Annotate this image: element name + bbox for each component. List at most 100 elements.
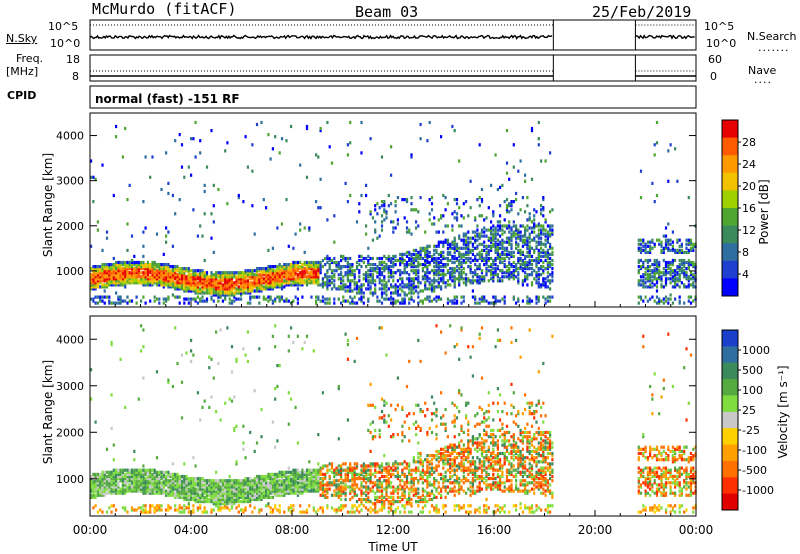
heatmap-cell [174, 295, 177, 299]
heatmap-cell [653, 269, 656, 273]
heatmap-cell [162, 479, 165, 483]
heatmap-cell [465, 260, 468, 265]
heatmap-cell [265, 481, 268, 485]
heatmap-cell [380, 293, 384, 297]
heatmap-cell [689, 260, 693, 265]
heatmap-cell [185, 289, 188, 293]
heatmap-cell [103, 491, 106, 495]
heatmap-cell [424, 252, 427, 256]
heatmap-cell [526, 267, 529, 271]
heatmap-cell [190, 497, 193, 502]
heatmap-cell [346, 275, 349, 279]
heatmap-cell [521, 281, 524, 285]
heatmap-cell [342, 287, 345, 291]
heatmap-cell [390, 283, 393, 287]
heatmap-cell [510, 275, 513, 279]
heatmap-cell [528, 246, 531, 250]
heatmap-cell [335, 287, 338, 291]
heatmap-cell [103, 301, 106, 305]
heatmap-cell [115, 485, 118, 489]
heatmap-cell [346, 153, 349, 157]
heatmap-cell [467, 250, 470, 254]
heatmap-cell [440, 265, 443, 269]
heatmap-cell [228, 481, 231, 485]
heatmap-cell [267, 133, 270, 137]
heatmap-cell [199, 281, 202, 285]
heatmap-cell [287, 281, 290, 285]
heatmap-cell [399, 293, 402, 297]
heatmap-cell [260, 407, 263, 412]
heatmap-cell [230, 370, 234, 374]
heatmap-cell [342, 299, 345, 303]
heatmap-cell [262, 491, 265, 495]
heatmap-cell [337, 464, 340, 468]
heatmap-cell [451, 246, 454, 250]
heatmap-cell [355, 283, 359, 287]
heatmap-cell [162, 470, 165, 474]
heatmap-cell [210, 277, 213, 281]
heatmap-cell [160, 277, 163, 281]
heatmap-cell [337, 506, 340, 510]
heatmap-cell [662, 271, 665, 275]
heatmap-cell [194, 273, 197, 277]
heatmap-cell [217, 485, 220, 489]
heatmap-cell [171, 493, 174, 497]
heatmap-cell [178, 267, 181, 271]
heatmap-cell [237, 481, 240, 485]
heatmap-cell [549, 281, 552, 285]
heatmap-cell [210, 489, 213, 493]
heatmap-cell [537, 248, 540, 252]
heatmap-cell [290, 273, 293, 277]
heatmap-cell [310, 271, 313, 275]
heatmap-cell [417, 254, 420, 258]
heatmap-cell [199, 497, 202, 502]
heatmap-cell [271, 271, 274, 275]
heatmap-cell [508, 256, 511, 261]
heatmap-cell [299, 273, 302, 277]
heatmap-cell [94, 295, 97, 299]
heatmap-cell [215, 493, 218, 497]
heatmap-cell [687, 238, 690, 242]
heatmap-cell [396, 299, 399, 303]
heatmap-cell [199, 477, 202, 481]
heatmap-cell [108, 470, 111, 474]
heatmap-cell [210, 289, 213, 293]
heatmap-cell [446, 250, 449, 254]
heatmap-cell [105, 275, 109, 279]
heatmap-cell [92, 273, 95, 277]
heatmap-cell [228, 273, 231, 277]
heatmap-cell [187, 477, 190, 481]
heatmap-cell [435, 248, 438, 252]
heatmap-cell [517, 250, 520, 254]
heatmap-cell [265, 267, 268, 271]
heatmap-cell [453, 210, 456, 214]
heatmap-cell [408, 228, 411, 232]
heatmap-cell [301, 281, 304, 285]
heatmap-cell [551, 258, 554, 263]
heatmap-cell [437, 252, 440, 256]
heatmap-cell [149, 481, 152, 485]
heatmap-cell [146, 265, 149, 269]
heatmap-cell [201, 510, 204, 514]
heatmap-cell [115, 491, 118, 495]
heatmap-cell [285, 470, 288, 474]
heatmap-cell [351, 301, 354, 305]
heatmap-cell [242, 273, 245, 277]
heatmap-cell [369, 212, 372, 216]
heatmap-cell [458, 258, 461, 263]
heatmap-cell [117, 281, 120, 285]
heatmap-cell [403, 265, 406, 269]
heatmap-cell [528, 226, 531, 230]
heatmap-cell [240, 291, 243, 295]
heatmap-cell [337, 493, 340, 497]
heatmap-cell [133, 472, 136, 476]
heatmap-cell [246, 481, 249, 485]
heatmap-cell [233, 293, 236, 297]
heatmap-cell [115, 275, 118, 279]
heatmap-cell [380, 301, 384, 305]
heatmap-cell [192, 279, 195, 283]
heatmap-cell [515, 240, 518, 244]
heatmap-cell [274, 506, 277, 510]
heatmap-cell [162, 485, 165, 489]
heatmap-cell [233, 295, 236, 299]
